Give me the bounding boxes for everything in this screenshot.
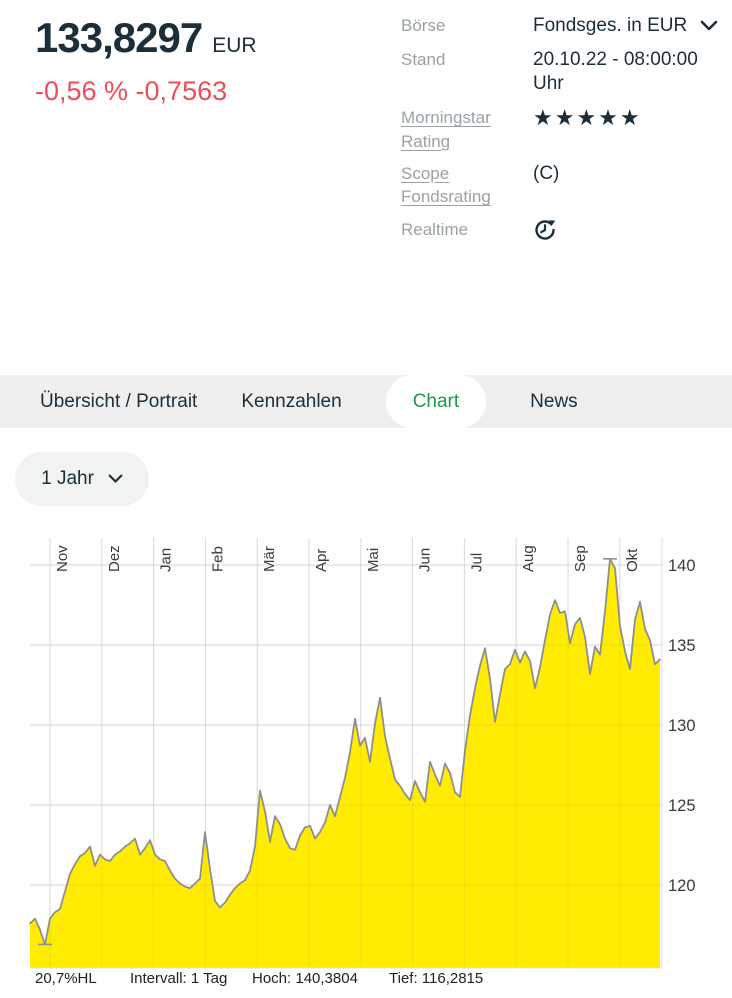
x-axis-month-label: Aug (520, 545, 537, 572)
tab-news[interactable]: News (530, 390, 578, 412)
chevron-down-icon (700, 21, 718, 31)
x-axis-month-label: Mär (261, 546, 278, 572)
tab-bar: Übersicht / Portrait Kennzahlen Chart Ne… (0, 375, 732, 428)
chevron-down-icon (108, 474, 123, 483)
x-axis-month-label: Feb (209, 546, 226, 572)
exchange-select[interactable]: Fondsges. in EUR (533, 14, 718, 39)
x-axis-month-label: Apr (313, 549, 330, 572)
x-axis-month-label: Sep (572, 545, 589, 572)
quote-info-grid: Börse Fondsges. in EUR Stand 20.10.22 - … (401, 14, 718, 242)
scope-fondsrating-link[interactable]: Scope Fondsrating (401, 163, 491, 207)
chart-stat-low: Tief: 116,2815 (389, 970, 484, 987)
x-axis-month-label: Okt (624, 548, 641, 572)
stand-label: Stand (401, 49, 446, 69)
x-axis-month-label: Jul (468, 553, 485, 572)
price-value: 133,8297 (35, 14, 203, 61)
boerse-label: Börse (401, 16, 446, 35)
period-value: 1 Jahr (41, 468, 94, 489)
chart-footer-stats: 20,7%HL Intervall: 1 Tag Hoch: 140,3804 … (0, 968, 732, 992)
x-axis-month-label: Mai (365, 548, 382, 572)
morningstar-rating-link[interactable]: Morningstar Rating (401, 108, 491, 151)
price-change: -0,56 % -0,7563 (35, 76, 228, 106)
info-row-boerse: Börse Fondsges. in EUR (401, 14, 718, 39)
chart-stat-interval: Intervall: 1 Tag (130, 970, 228, 987)
info-row-morningstar: Morningstar Rating ★★★★★ (401, 105, 718, 153)
stand-value: 20.10.22 - 08:00:00 Uhr (533, 48, 698, 95)
morningstar-stars: ★★★★★ (533, 105, 642, 131)
y-axis-tick-label: 130 (668, 717, 696, 735)
chart-stat-high: Hoch: 140,3804 (252, 970, 358, 987)
x-axis-month-label: Dez (106, 545, 123, 572)
realtime-refresh-button[interactable] (533, 218, 718, 242)
y-axis-tick-label: 135 (668, 637, 696, 655)
x-axis-month-label: Jan (158, 548, 175, 572)
realtime-label: Realtime (401, 219, 469, 239)
info-row-realtime: Realtime (401, 218, 718, 242)
chart-stat-hl-percent: 20,7%HL (35, 970, 97, 987)
price-chart-canvas[interactable]: 120 125 130 135 140 Nov Dez Jan Feb Mär Apr Mai Jun J… (0, 530, 732, 970)
tab-kennzahlen[interactable]: Kennzahlen (241, 390, 342, 412)
info-row-stand: Stand 20.10.22 - 08:00:00 Uhr (401, 48, 718, 97)
tab-uebersicht-portrait[interactable]: Übersicht / Portrait (40, 390, 198, 412)
price-chart[interactable]: 120 125 130 135 140 Nov Dez Jan Feb Mär Apr Mai Jun J… (0, 530, 732, 970)
exchange-value: Fondsges. in EUR (533, 15, 688, 36)
info-row-scope: Scope Fondsrating (C) (401, 162, 718, 209)
tab-chart-active[interactable]: Chart (385, 375, 487, 428)
quote-header: 133,8297 EUR -0,56 % -0,7563 (35, 14, 257, 107)
scope-rating-value: (C) (533, 162, 560, 184)
period-selector[interactable]: 1 Jahr (15, 452, 149, 506)
y-axis-tick-label: 140 (668, 557, 696, 575)
currency-label: EUR (212, 34, 257, 57)
refresh-clock-icon (535, 220, 556, 240)
x-axis-month-label: Jun (417, 548, 434, 572)
x-axis-month-label: Nov (54, 545, 71, 572)
y-axis-tick-label: 125 (668, 797, 696, 815)
y-axis-tick-label: 120 (668, 877, 696, 895)
